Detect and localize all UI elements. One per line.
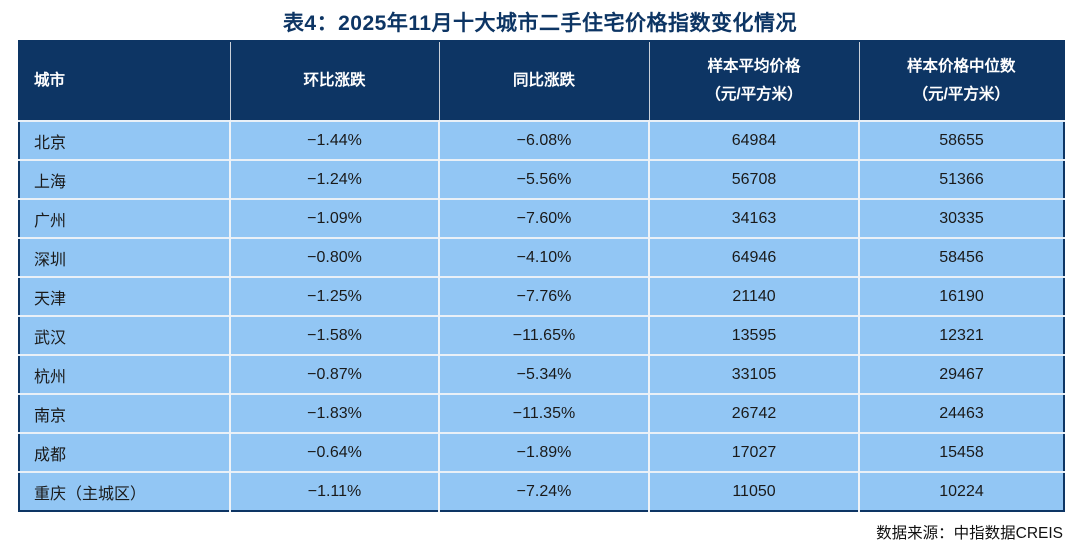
header-mom-change: 环比涨跌 [230,41,440,121]
avg-price-cell: 26742 [649,393,860,433]
median-price-cell: 24463 [859,393,1064,433]
avg-price-cell: 21140 [649,276,860,316]
mom-change-cell: −1.24% [230,159,440,199]
avg-price-cell: 33105 [649,354,860,394]
header-row: 城市 环比涨跌 同比涨跌 样本平均价格 （元/平方米） 样本价格中位数 （元/平… [19,41,1064,121]
mom-change-cell: −0.80% [230,237,440,277]
city-cell: 武汉 [19,315,231,355]
avg-price-cell: 11050 [649,471,860,511]
mom-change-cell: −1.25% [230,276,440,316]
data-source-note: 数据来源：中指数据CREIS [876,525,1063,542]
yoy-change-cell: −7.76% [439,276,650,316]
median-price-cell: 10224 [859,471,1064,511]
yoy-change-cell: −1.89% [439,432,650,472]
median-price-cell: 15458 [859,432,1064,472]
table-row: 北京 −1.44% −6.08% 64984 58655 [19,120,1064,160]
table-row: 深圳 −0.80% −4.10% 64946 58456 [19,237,1064,277]
yoy-change-cell: −5.34% [439,354,650,394]
table-row: 广州 −1.09% −7.60% 34163 30335 [19,198,1064,238]
mom-change-cell: −1.44% [230,120,440,160]
median-price-cell: 58655 [859,120,1064,160]
mom-change-cell: −1.58% [230,315,440,355]
median-price-cell: 30335 [859,198,1064,238]
median-price-cell: 51366 [859,159,1064,199]
table-row: 武汉 −1.58% −11.65% 13595 12321 [19,315,1064,355]
mom-change-cell: −1.83% [230,393,440,433]
table-row: 上海 −1.24% −5.56% 56708 51366 [19,159,1064,199]
avg-price-cell: 13595 [649,315,860,355]
yoy-change-cell: −11.65% [439,315,650,355]
yoy-change-cell: −6.08% [439,120,650,160]
city-cell: 深圳 [19,237,231,277]
avg-price-cell: 64984 [649,120,860,160]
city-cell: 成都 [19,432,231,472]
mom-change-cell: −0.64% [230,432,440,472]
price-index-table: 城市 环比涨跌 同比涨跌 样本平均价格 （元/平方米） 样本价格中位数 （元/平… [18,40,1065,512]
header-city: 城市 [19,41,231,121]
city-cell: 北京 [19,120,231,160]
median-price-cell: 16190 [859,276,1064,316]
city-cell: 上海 [19,159,231,199]
city-cell: 南京 [19,393,231,433]
table-body: 北京 −1.44% −6.08% 64984 58655 上海 −1.24% −… [19,120,1064,511]
avg-price-cell: 64946 [649,237,860,277]
yoy-change-cell: −5.56% [439,159,650,199]
yoy-change-cell: −11.35% [439,393,650,433]
mom-change-cell: −1.09% [230,198,440,238]
header-median-price: 样本价格中位数 （元/平方米） [859,41,1064,121]
median-price-cell: 12321 [859,315,1064,355]
avg-price-cell: 17027 [649,432,860,472]
city-cell: 天津 [19,276,231,316]
table-title: 表4：2025年11月十大城市二手住宅价格指数变化情况 [282,12,798,35]
yoy-change-cell: −4.10% [439,237,650,277]
table-row: 南京 −1.83% −11.35% 26742 24463 [19,393,1064,433]
table-row: 天津 −1.25% −7.76% 21140 16190 [19,276,1064,316]
avg-price-cell: 34163 [649,198,860,238]
mom-change-cell: −1.11% [230,471,440,511]
table-header: 城市 环比涨跌 同比涨跌 样本平均价格 （元/平方米） 样本价格中位数 （元/平… [19,41,1064,121]
city-cell: 广州 [19,198,231,238]
mom-change-cell: −0.87% [230,354,440,394]
yoy-change-cell: −7.60% [439,198,650,238]
city-cell: 重庆（主城区） [19,471,231,511]
yoy-change-cell: −7.24% [439,471,650,511]
median-price-cell: 29467 [859,354,1064,394]
table-row: 成都 −0.64% −1.89% 17027 15458 [19,432,1064,472]
table-row: 重庆（主城区） −1.11% −7.24% 11050 10224 [19,471,1064,511]
table-row: 杭州 −0.87% −5.34% 33105 29467 [19,354,1064,394]
city-cell: 杭州 [19,354,231,394]
header-yoy-change: 同比涨跌 [439,41,650,121]
header-avg-price: 样本平均价格 （元/平方米） [649,41,860,121]
median-price-cell: 58456 [859,237,1064,277]
avg-price-cell: 56708 [649,159,860,199]
